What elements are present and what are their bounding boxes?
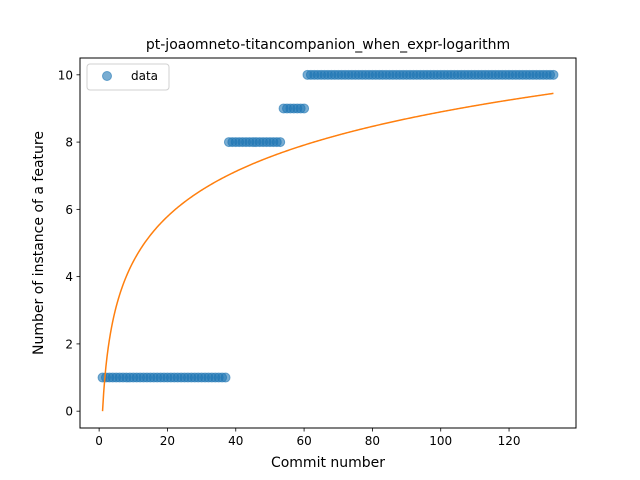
y-tick-label: 4 — [65, 270, 73, 284]
axes-frame — [79, 57, 577, 429]
y-tick-label: 8 — [65, 136, 73, 150]
x-tick-label: 40 — [228, 434, 243, 448]
x-tick-label: 60 — [296, 434, 311, 448]
y-tick-label: 10 — [58, 68, 73, 82]
y-tick-label: 0 — [65, 405, 73, 419]
x-tick-label: 80 — [365, 434, 380, 448]
y-axis-label: Number of instance of a feature — [31, 131, 47, 355]
data-point — [220, 372, 231, 383]
legend: data — [86, 63, 170, 91]
x-tick-label: 20 — [160, 434, 175, 448]
data-point — [548, 69, 559, 80]
x-tick-label: 0 — [95, 434, 103, 448]
chart-title: pt-joaomneto-titancompanion_when_expr-lo… — [146, 37, 510, 53]
plot-area — [97, 69, 559, 412]
y-tick-label: 2 — [65, 337, 73, 351]
legend-box — [86, 63, 170, 91]
data-point — [299, 103, 310, 114]
data-point — [275, 137, 286, 148]
axis-ticks: 0 20 40 60 80 100 120 0 2 4 6 8 10 — [58, 68, 521, 448]
x-tick-label: 100 — [429, 434, 452, 448]
fit-line — [101, 92, 554, 412]
x-tick-label: 120 — [498, 434, 521, 448]
x-axis-label: Commit number — [271, 455, 385, 471]
y-tick-label: 6 — [65, 203, 73, 217]
legend-marker-data — [102, 71, 112, 81]
legend-label-data: data — [131, 69, 158, 83]
